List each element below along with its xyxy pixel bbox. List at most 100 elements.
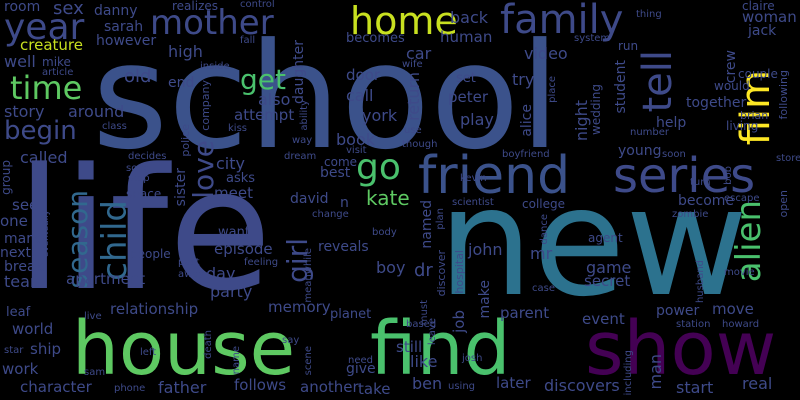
word-open: open	[777, 190, 790, 218]
word-kiss: kiss	[228, 123, 247, 134]
word-boyfriend: boyfriend	[502, 149, 550, 160]
word-realizes: realizes	[172, 0, 219, 13]
word-child: child	[95, 200, 135, 281]
word-sex: sex	[53, 0, 84, 19]
word-best: best	[320, 165, 351, 181]
word-brian: brian	[740, 109, 769, 122]
word-past: past	[178, 257, 200, 268]
word-video: video	[524, 44, 568, 63]
word-back: back	[450, 8, 489, 27]
word-place: place	[547, 76, 558, 103]
word-attempt: attempt	[234, 106, 295, 124]
word-door: door	[346, 66, 381, 84]
word-go: go	[356, 147, 401, 188]
word-fall: fall	[240, 35, 256, 46]
word-control: control	[240, 0, 275, 10]
word-school: school	[92, 12, 561, 182]
word-world: world	[12, 320, 54, 338]
word-woman: woman	[742, 8, 797, 26]
word-peter: peter	[448, 88, 489, 106]
word-year: year	[4, 7, 85, 48]
word-show: show	[585, 306, 777, 392]
word-n: n	[340, 195, 349, 211]
word-story: story	[4, 102, 45, 121]
word-system: system	[574, 33, 611, 44]
word-called: called	[20, 148, 68, 167]
word-apartment: apartment	[66, 270, 146, 288]
word-human: human	[440, 28, 493, 46]
word-still: still	[396, 338, 423, 356]
word-body: body	[372, 227, 397, 238]
word-bob: bob	[723, 166, 734, 185]
word-young: young	[618, 143, 662, 159]
word-name: name	[231, 346, 242, 375]
word-kate: kate	[366, 186, 410, 210]
word-room: room	[4, 0, 41, 15]
word-jack: jack	[748, 23, 777, 39]
word-one: one	[0, 212, 28, 230]
word-become: become	[678, 193, 735, 209]
word-would: would	[714, 79, 750, 93]
word-police: police	[179, 124, 192, 157]
word-work: work	[2, 360, 39, 378]
word-life: life	[16, 132, 272, 328]
word-leaf: leaf	[6, 305, 31, 320]
word-change: change	[312, 209, 349, 220]
word-make: make	[477, 280, 493, 319]
word-sam: sam	[84, 367, 106, 378]
word-family: family	[500, 0, 624, 43]
word-another: another	[300, 378, 359, 396]
word-named: named	[419, 200, 435, 249]
word-class: class	[102, 121, 127, 132]
word-parent: parent	[500, 304, 550, 322]
word-old: old	[124, 66, 152, 87]
word-father: father	[158, 378, 207, 397]
word-josh: josh	[462, 353, 483, 364]
word-later: later	[496, 374, 531, 392]
word-star: star	[4, 345, 24, 356]
word-find: find	[370, 306, 511, 392]
word-play: play	[460, 110, 494, 129]
word-event: event	[582, 310, 625, 328]
word-agent: agent	[588, 231, 623, 245]
word-though: though	[402, 139, 438, 150]
word-space: space	[126, 187, 162, 201]
word-soon: soon	[662, 149, 686, 160]
word-meanwhile: meanwhile	[303, 248, 314, 303]
word-party: party	[210, 282, 253, 301]
word-group: group	[0, 160, 13, 195]
word-power: power	[656, 303, 700, 319]
word-mike: mike	[42, 55, 71, 69]
word-episode: episode	[214, 240, 273, 258]
word-store: store	[776, 153, 800, 164]
word-city: city	[216, 154, 245, 173]
word-danny: danny	[94, 3, 138, 19]
word-set: set	[456, 71, 476, 86]
word-eventually: eventually	[41, 210, 51, 258]
word-college: college	[522, 197, 565, 211]
word-people: people	[130, 247, 171, 261]
word-claire: claire	[742, 0, 775, 13]
word-dr: dr	[414, 260, 433, 281]
word-mother: mother	[150, 3, 274, 43]
word-book: book	[336, 130, 375, 149]
word-couple: couple	[738, 67, 778, 81]
word-hospital: hospital	[453, 250, 466, 294]
word-dream: dream	[284, 151, 317, 162]
word-run: run	[618, 39, 639, 53]
word-scene: scene	[303, 346, 314, 376]
word-wedding: wedding	[589, 84, 603, 135]
word-thing: thing	[636, 9, 662, 20]
word-real: real	[742, 374, 773, 393]
word-discovers: discovers	[544, 376, 620, 395]
word-begin: begin	[4, 116, 77, 146]
word-boy: boy	[376, 258, 406, 277]
word-escape: escape	[724, 193, 760, 204]
word-living: living	[726, 119, 759, 133]
word-phone: phone	[114, 383, 146, 394]
word-sister: sister	[173, 168, 189, 207]
word-using: using	[448, 381, 476, 392]
word-left: left	[140, 347, 157, 358]
word-asks: asks	[226, 171, 256, 186]
